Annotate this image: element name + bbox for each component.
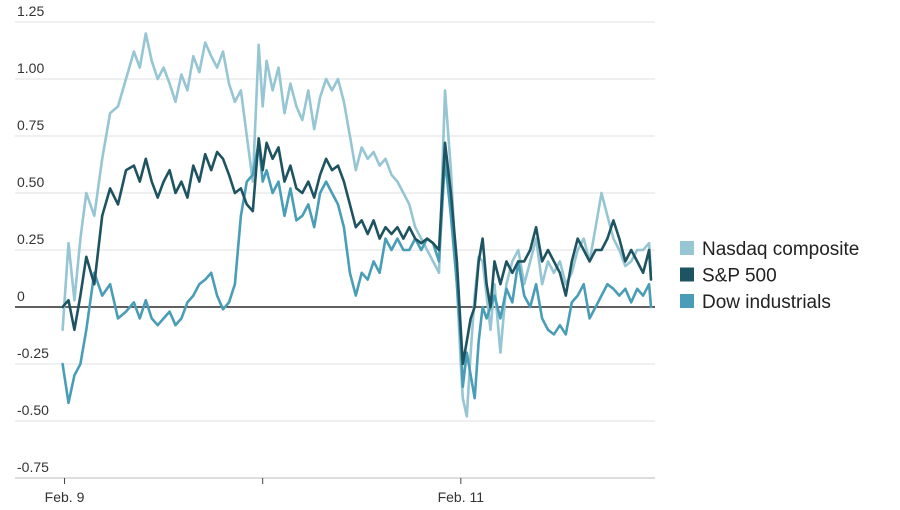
series-line-dow-industrials [61, 141, 653, 405]
x-axis: Feb. 9 Feb. 11 [15, 477, 655, 505]
y-tick-label: 0.25 [17, 231, 44, 247]
series-lines [61, 32, 653, 418]
y-tick-label: 0.75 [17, 117, 44, 133]
y-tick-label: -0.25 [17, 345, 49, 361]
legend-label-s-p-500: S&P 500 [702, 266, 777, 287]
legend-label-dow-industrials: Dow industrials [702, 292, 831, 313]
y-tick-label: -0.75 [17, 459, 49, 475]
y-axis: 1.25 1.00 0.75 0.50 0.25 0 -0.25 -0.50 -0.75 [17, 3, 49, 475]
y-tick-label: 1.25 [17, 3, 44, 19]
y-tick-label: 0.50 [17, 174, 44, 190]
legend-swatch-nasdaq-composite [680, 241, 694, 255]
legend-label-nasdaq-composite: Nasdaq composite [702, 239, 859, 260]
legend-swatch-s-p-500 [680, 267, 694, 282]
grid-lines [15, 21, 655, 479]
legend-swatch-dow-industrials [680, 294, 694, 308]
y-tick-label: -0.50 [17, 402, 49, 418]
series-line-s-p-500 [61, 137, 653, 366]
legend: Nasdaq composite S&P 500 Dow industrials [680, 239, 859, 313]
y-tick-label: 1.00 [17, 60, 44, 76]
x-tick-label: Feb. 11 [438, 489, 485, 505]
series-line-nasdaq-composite [61, 32, 653, 418]
x-tick-label: Feb. 9 [45, 489, 85, 505]
y-tick-label: 0 [17, 288, 25, 304]
